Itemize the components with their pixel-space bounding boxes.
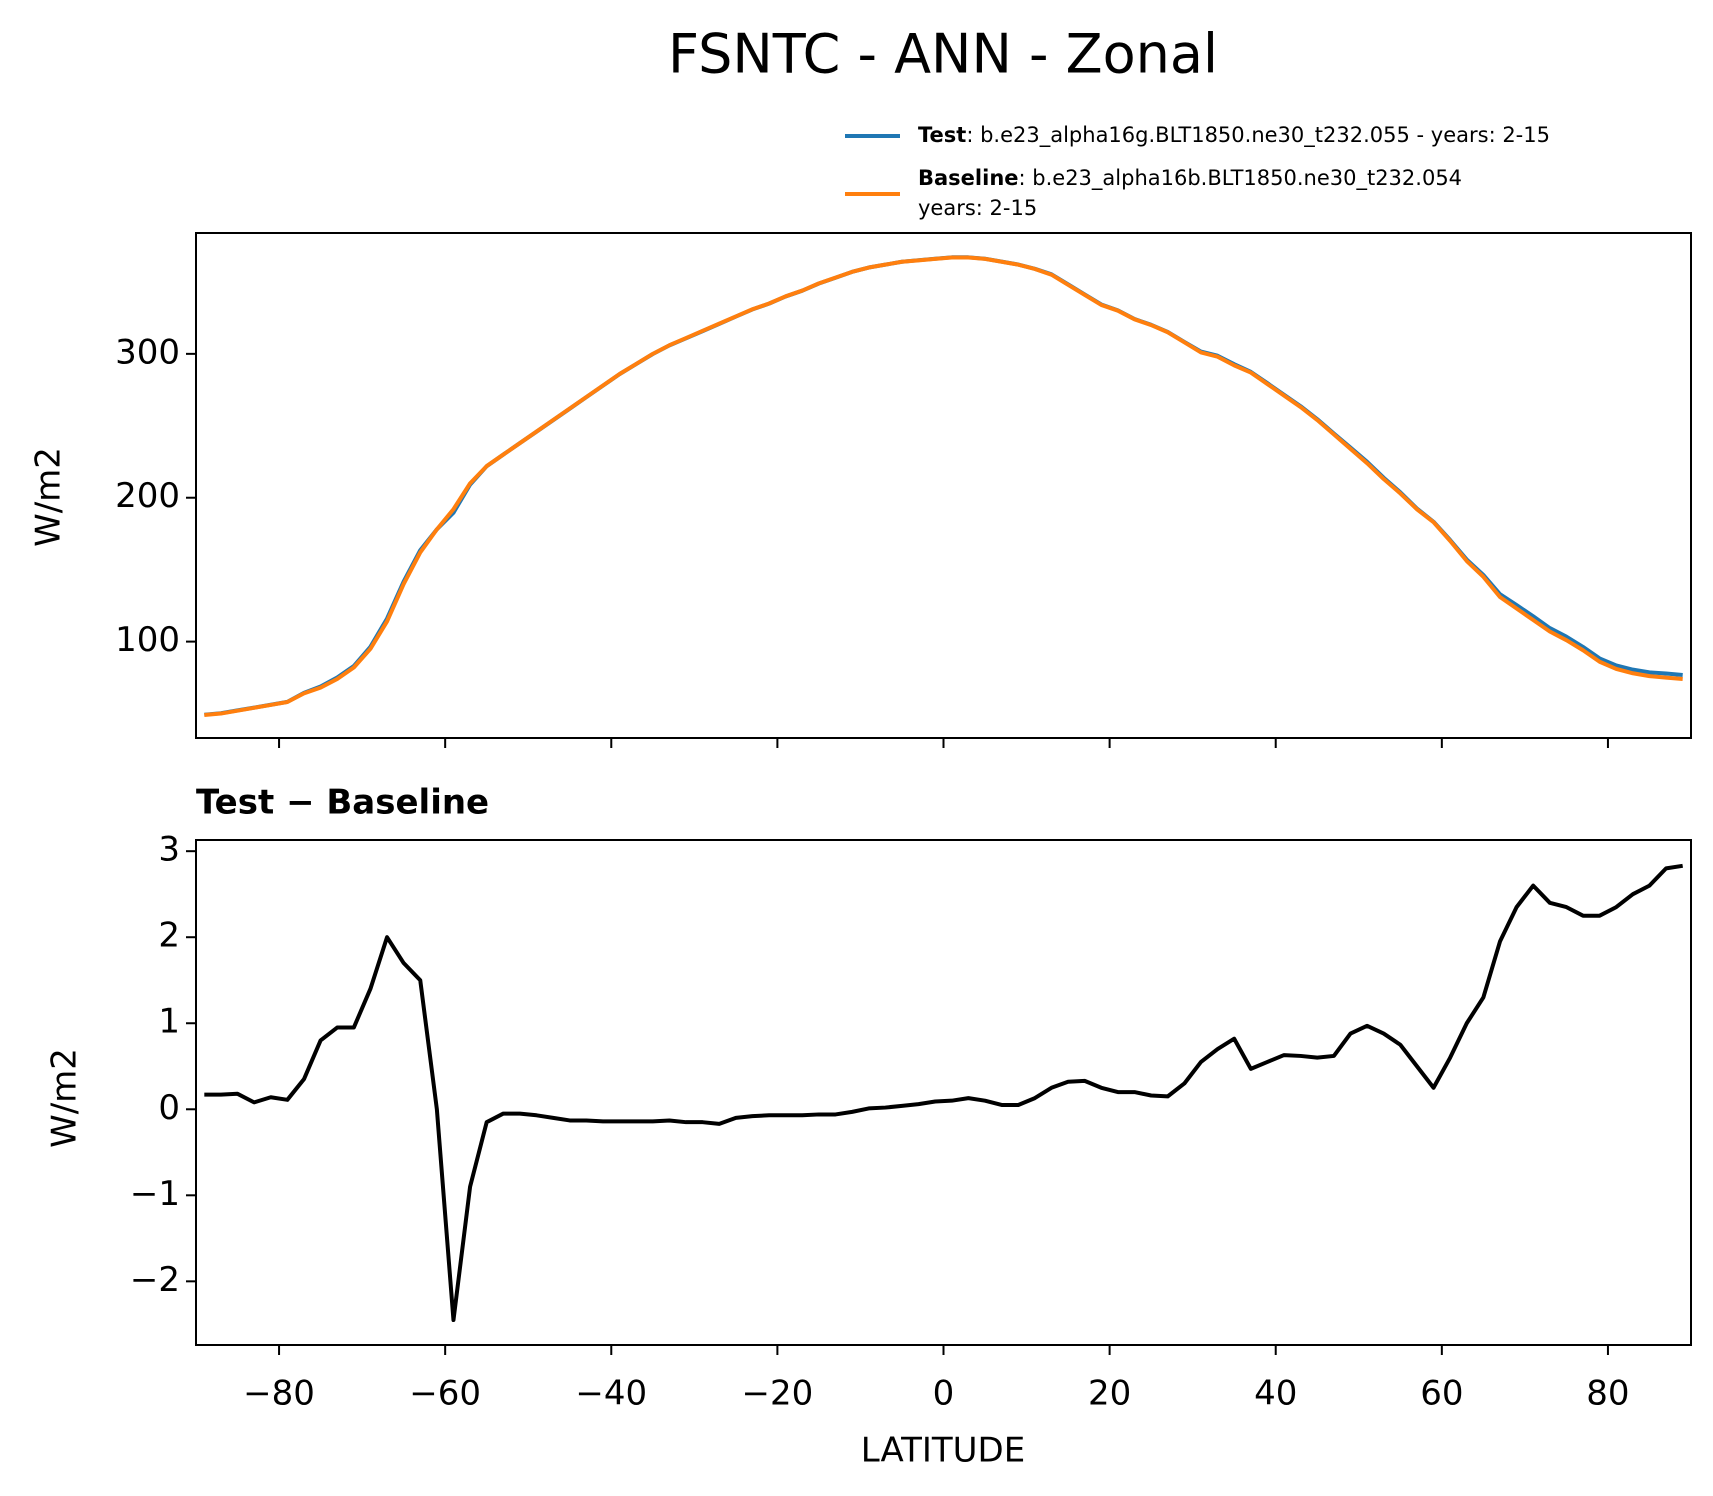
axes-frame bbox=[195, 232, 1692, 739]
y-tick-label: −2 bbox=[130, 1260, 180, 1300]
y-tick-label: 300 bbox=[115, 332, 180, 372]
y-tick-label: 100 bbox=[115, 620, 180, 660]
x-tick-label: 60 bbox=[1420, 1374, 1463, 1414]
data-line bbox=[204, 863, 1683, 1323]
x-tick-label: −40 bbox=[575, 1374, 647, 1414]
y-tick-label: 3 bbox=[158, 830, 180, 870]
legend-label: Test: b.e23_alpha16g.BLT1850.ne30_t232.0… bbox=[918, 123, 1550, 148]
y-tick-label: 2 bbox=[158, 916, 180, 956]
x-tick-label: 40 bbox=[1254, 1374, 1297, 1414]
y-tick-label: 1 bbox=[158, 1002, 180, 1042]
x-tick-label: 0 bbox=[933, 1374, 955, 1414]
x-tick-label: 80 bbox=[1586, 1374, 1629, 1414]
y-axis-label: W/m2 bbox=[29, 447, 69, 547]
x-axis-label: LATITUDE bbox=[861, 1431, 1025, 1471]
legend-name: Test bbox=[918, 123, 966, 147]
x-tick-label: 20 bbox=[1088, 1374, 1131, 1414]
legend-description: : b.e23_alpha16g.BLT1850.ne30_t232.055 -… bbox=[966, 123, 1550, 148]
axes-frame bbox=[195, 839, 1692, 1346]
x-tick-label: −60 bbox=[409, 1374, 481, 1414]
x-tick-label: −80 bbox=[243, 1374, 315, 1414]
legend-label: Baseline: b.e23_alpha16b.BLT1850.ne30_t2… bbox=[918, 166, 1462, 191]
x-tick-label: −20 bbox=[742, 1374, 814, 1414]
subplot-title: Test − Baseline bbox=[196, 783, 489, 823]
legend-name: Baseline bbox=[918, 166, 1019, 190]
figure-title: FSNTC - ANN - Zonal bbox=[668, 23, 1218, 86]
y-tick-label: 0 bbox=[158, 1088, 180, 1128]
legend-description: years: 2-15 bbox=[918, 196, 1037, 220]
y-tick-label: −1 bbox=[130, 1174, 180, 1214]
data-line bbox=[204, 255, 1683, 717]
y-axis-label: W/m2 bbox=[45, 1048, 85, 1148]
legend-description: : b.e23_alpha16b.BLT1850.ne30_t232.054 bbox=[1019, 166, 1463, 191]
y-tick-label: 200 bbox=[115, 476, 180, 516]
